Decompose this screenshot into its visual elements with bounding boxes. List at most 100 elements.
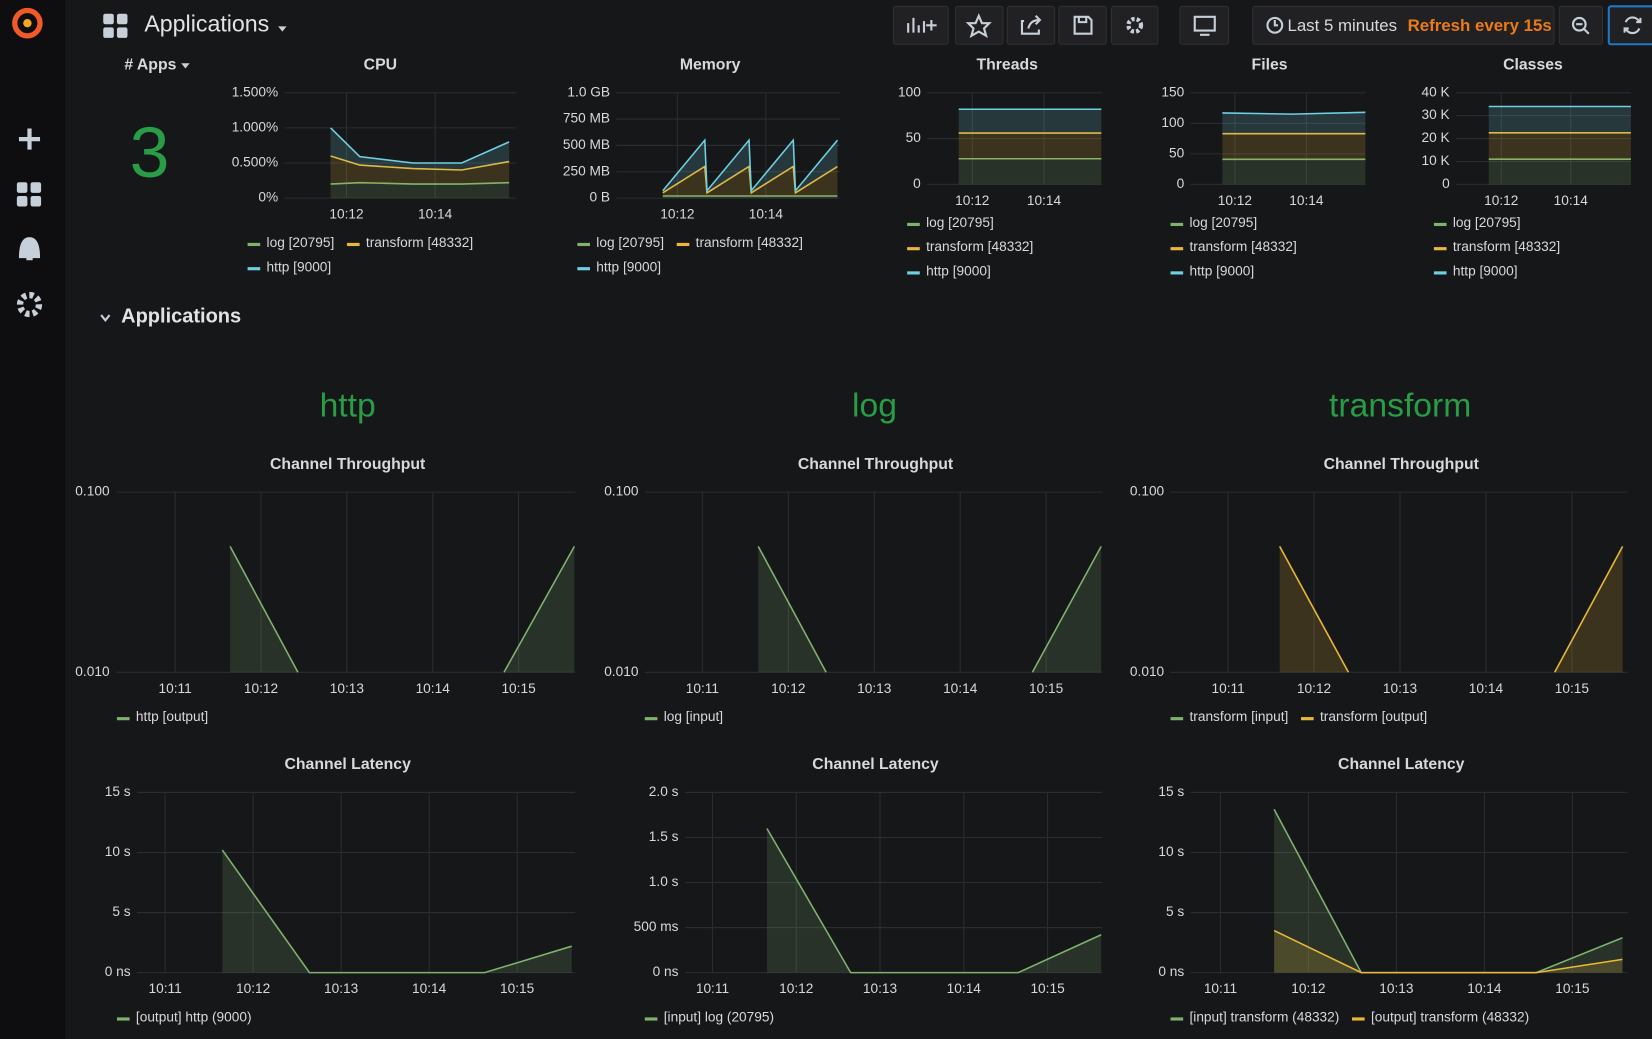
y-tick-label: 5 s (112, 904, 130, 919)
series-line (1278, 545, 1624, 673)
x-tick-label: 10:12 (1218, 193, 1252, 208)
refresh-icon (1623, 16, 1642, 35)
x-tick-label: 10:14 (418, 207, 453, 222)
refresh-interval[interactable]: Refresh every 15s (1408, 16, 1552, 35)
x-tick-label: 10:13 (1379, 981, 1414, 996)
y-tick-label: 10 s (1158, 844, 1184, 859)
chart-panel: Channel Throughput 0.010 0.100 10:11 10:12 10… (1130, 456, 1628, 724)
stat-title[interactable]: # Apps (124, 57, 176, 74)
y-tick-label: 0.100 (1130, 484, 1165, 499)
x-tick-label: 10:11 (1204, 981, 1237, 996)
x-tick-label: 10:14 (1469, 681, 1504, 696)
title-caret (278, 26, 287, 32)
row-chevron[interactable] (100, 314, 111, 323)
chart-panel: Channel Latency 0 ns 5 s 10 s 15 s 10:11 10:12… (1158, 756, 1628, 1025)
time-picker[interactable] (1252, 5, 1555, 45)
tv-icon (1193, 15, 1216, 36)
logo[interactable] (12, 7, 43, 39)
chart-panel: Channel Throughput 0.010 0.100 10:11 10:12 10… (75, 456, 576, 724)
y-tick-label: 0.010 (75, 664, 110, 679)
y-tick-label: 0 ns (105, 964, 131, 979)
refresh-button[interactable] (1607, 5, 1652, 46)
x-tick-label: 10:13 (1383, 681, 1418, 696)
star-button[interactable] (955, 5, 1004, 45)
app-title: log (852, 387, 897, 425)
plot-area (757, 545, 1102, 673)
settings-icon (1126, 16, 1144, 34)
legend-label: [input] log (20795) (664, 1010, 774, 1025)
x-tick-label: 10:12 (955, 193, 989, 208)
create-icon[interactable] (18, 128, 41, 150)
y-tick-label: 5 s (1166, 904, 1184, 919)
y-tick-label: 20 K (1422, 130, 1450, 145)
x-tick-label: 10:15 (1555, 681, 1590, 696)
legend-label: log [input] (664, 709, 723, 724)
clock-hands (1273, 20, 1278, 27)
y-tick-label: 100 (898, 84, 921, 99)
config-icon[interactable] (16, 291, 43, 318)
series-line (330, 181, 510, 185)
x-tick-label: 10:14 (1467, 981, 1502, 996)
x-tick-label: 10:15 (1555, 981, 1590, 996)
x-tick-label: 10:14 (943, 681, 978, 696)
series-line (229, 545, 576, 673)
chart-panel: Classes 0 10 K 20 K 30 K 40 K 10:12 10:14 log [2… (1422, 57, 1631, 278)
add-panel-button[interactable] (892, 5, 949, 45)
save-button[interactable] (1058, 5, 1107, 45)
legend-label: log [20795] (267, 235, 335, 250)
panel-title: Memory (680, 57, 741, 74)
y-tick-label: 0 ns (1158, 964, 1184, 979)
y-tick-label: 0.500% (232, 155, 278, 170)
series-line (330, 155, 510, 171)
y-tick-label: 50 (906, 130, 922, 145)
plot-area (1273, 808, 1623, 974)
y-tick-label: 10 s (105, 844, 131, 859)
x-tick-label: 10:13 (330, 681, 365, 696)
settings-button[interactable] (1110, 5, 1159, 45)
area-fill (330, 155, 510, 185)
clock-icon (1266, 16, 1284, 34)
x-tick-label: 10:14 (749, 207, 784, 222)
sidebar-icons (12, 7, 43, 318)
legend-label: http [9000] (1453, 263, 1518, 278)
chart-panel: CPU 0% 0.500% 1.000% 1.500% 10:12 10:14 log [20… (232, 57, 517, 274)
legend-label: http [9000] (926, 263, 991, 278)
legend-label: [output] http (9000) (136, 1010, 252, 1025)
tv-button[interactable] (1179, 5, 1229, 45)
y-tick-label: 1.000% (232, 119, 278, 134)
panel-title: CPU (364, 57, 397, 74)
panel-title: Channel Latency (1338, 756, 1465, 773)
row-title[interactable]: Applications (121, 305, 241, 327)
y-tick-label: 0% (258, 190, 278, 205)
series-line (1273, 929, 1623, 974)
series-line (221, 849, 572, 974)
x-tick-label: 10:15 (501, 681, 536, 696)
dashboards-icon[interactable] (16, 182, 42, 207)
y-tick-label: 30 K (1422, 107, 1450, 122)
panel-title: Channel Throughput (798, 456, 954, 473)
time-range[interactable]: Last 5 minutes (1287, 16, 1397, 35)
y-tick-label: 2.0 s (649, 784, 679, 799)
x-tick-label: 10:11 (696, 981, 729, 996)
area-fill (1488, 132, 1631, 160)
y-tick-label: 1.0 GB (567, 84, 610, 99)
y-tick-label: 250 MB (563, 163, 610, 178)
app-title: transform (1329, 387, 1471, 425)
legend-label: log [20795] (926, 215, 994, 230)
plot-area (1222, 111, 1366, 185)
y-tick-label: 0 B (589, 190, 610, 205)
legend-label: http [9000] (596, 259, 661, 274)
y-tick-label: 10 K (1422, 153, 1450, 168)
zoom-out-button[interactable] (1558, 5, 1604, 45)
alerting-icon[interactable] (18, 237, 41, 261)
series-line (766, 828, 1102, 974)
dashboard-title[interactable]: Applications (144, 10, 269, 36)
area-fill (330, 127, 510, 171)
x-tick-label: 10:12 (1291, 981, 1325, 996)
area-fill (1222, 112, 1366, 134)
y-tick-label: 0 (1442, 176, 1450, 191)
add-panel-icon (907, 17, 937, 33)
x-tick-label: 10:13 (324, 981, 359, 996)
share-button[interactable] (1006, 5, 1056, 45)
